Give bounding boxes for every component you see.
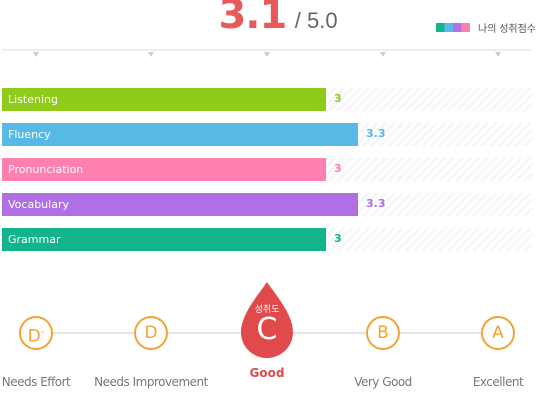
bar-value-label: 3.3 xyxy=(366,197,386,210)
bar-category-label: Vocabulary xyxy=(8,198,69,211)
score-max: / 5.0 xyxy=(294,8,338,33)
bar-value-label: 3 xyxy=(334,92,342,105)
bar-category-label: Pronunciation xyxy=(8,163,84,176)
level-circle: B xyxy=(366,316,400,350)
bar-category-label: Listening xyxy=(8,93,58,106)
badge-letter: C xyxy=(256,312,278,347)
scale-tick xyxy=(264,52,270,57)
level-letter: B xyxy=(377,323,389,343)
legend-swatch xyxy=(436,22,471,32)
bar-row: Pronunciation 3 xyxy=(2,158,532,181)
level-name: Needs Improvement xyxy=(94,375,208,389)
bar-row: Listening 3 xyxy=(2,88,532,111)
level-very-good: B Very Good xyxy=(323,280,443,389)
level-name: Excellent xyxy=(472,375,524,389)
level-modifier: - xyxy=(40,327,45,338)
level-name: Needs Effort xyxy=(1,375,71,389)
scale-tick xyxy=(33,52,39,57)
scale-axis xyxy=(2,49,532,57)
level-good: 성취도 C Good xyxy=(207,280,327,380)
bar: Grammar xyxy=(2,228,326,251)
achievement-levels: D- Needs Effort D Needs Improvement 성취도 C Good… xyxy=(0,280,556,410)
level-letter: D xyxy=(27,326,41,347)
bar-category-label: Fluency xyxy=(8,128,51,141)
level-needs-improvement: D Needs Improvement xyxy=(91,280,211,389)
bar-category-label: Grammar xyxy=(8,233,61,246)
level-letter: A xyxy=(492,323,504,343)
level-needs-effort: D- Needs Effort xyxy=(0,280,96,389)
level-name: Very Good xyxy=(354,375,412,389)
bar-row: Grammar 3 xyxy=(2,228,532,251)
bar-value-label: 3.3 xyxy=(366,127,386,140)
scale-tick xyxy=(380,52,386,57)
level-letter: D xyxy=(144,323,158,343)
bar: Vocabulary xyxy=(2,193,358,216)
scale-tick xyxy=(495,52,501,57)
bar-value-label: 3 xyxy=(334,162,342,175)
score-value: 3.1 xyxy=(218,0,287,38)
scale-tick xyxy=(148,52,154,57)
current-level-badge: 성취도 C xyxy=(239,280,295,360)
level-circle: D- xyxy=(19,316,53,350)
bar-row: Fluency 3.3 xyxy=(2,123,532,146)
level-excellent: A Excellent xyxy=(438,280,556,389)
legend: 나의 성취점수 xyxy=(436,20,536,35)
bar: Pronunciation xyxy=(2,158,326,181)
level-name: Good xyxy=(249,366,285,380)
level-circle: D xyxy=(134,316,168,350)
score-display: 3.1 / 5.0 xyxy=(0,0,556,38)
bar: Fluency xyxy=(2,123,358,146)
legend-label: 나의 성취점수 xyxy=(478,23,536,35)
bar: Listening xyxy=(2,88,326,111)
badge-caption: 성취도 xyxy=(254,304,280,314)
bar-value-label: 3 xyxy=(334,232,342,245)
bar-row: Vocabulary 3.3 xyxy=(2,193,532,216)
level-circle: A xyxy=(481,316,515,350)
